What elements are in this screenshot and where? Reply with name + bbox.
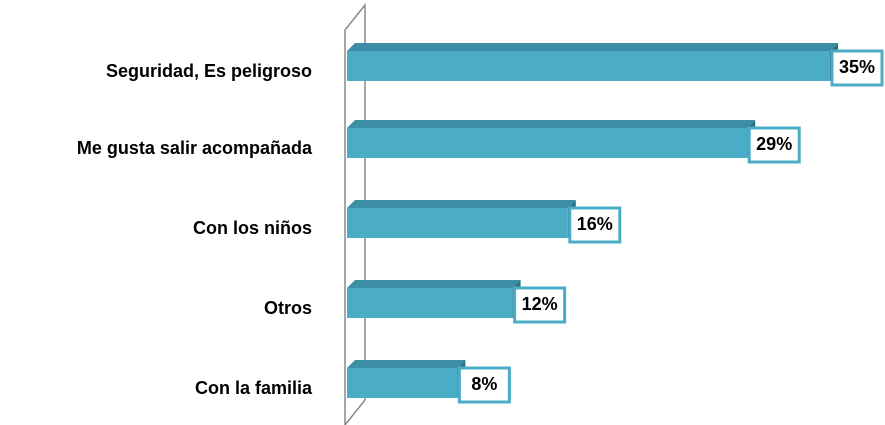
- value-label: 35%: [839, 57, 875, 77]
- value-label-box: [513, 286, 567, 324]
- value-label: 12%: [522, 294, 558, 314]
- value-label-box: [568, 206, 622, 244]
- value-label-box: [457, 366, 511, 404]
- category-label: Me gusta salir acompañada: [77, 138, 313, 158]
- bar-top: [347, 280, 521, 288]
- category-label: Otros: [264, 298, 312, 318]
- bar-top: [347, 360, 466, 368]
- category-label: Con los niños: [193, 218, 312, 238]
- bar-top: [347, 200, 576, 208]
- bar: [347, 128, 748, 158]
- value-label: 16%: [577, 214, 613, 234]
- bar-top: [347, 43, 838, 51]
- bar: [347, 368, 458, 398]
- bar-top: [347, 120, 756, 128]
- category-label: Seguridad, Es peligroso: [106, 61, 312, 81]
- bar: [347, 51, 830, 81]
- category-label: Con la familia: [195, 378, 313, 398]
- value-label-box: [747, 126, 801, 164]
- bar: [347, 208, 568, 238]
- value-label: 29%: [756, 134, 792, 154]
- value-label: 8%: [471, 374, 497, 394]
- value-label-box: [830, 49, 884, 87]
- bar: [347, 288, 513, 318]
